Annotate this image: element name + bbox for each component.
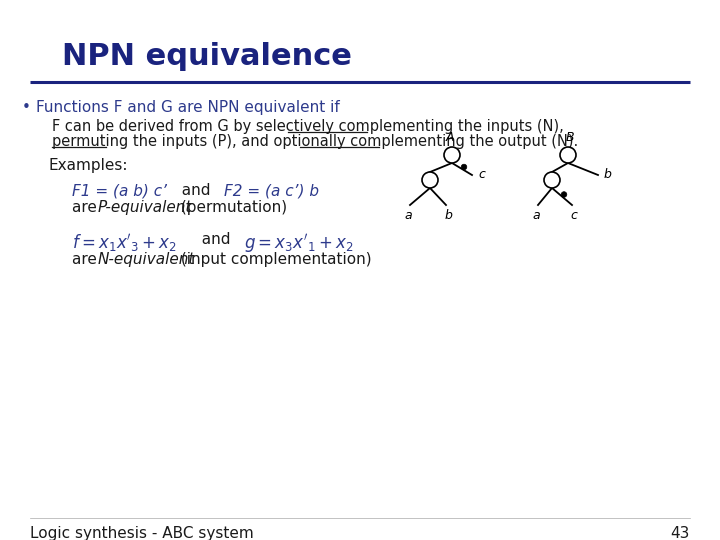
Text: permuting the inputs (P), and optionally complementing the output (N).: permuting the inputs (P), and optionally…	[52, 134, 578, 149]
Text: Logic synthesis - ABC system: Logic synthesis - ABC system	[30, 526, 253, 540]
Text: are: are	[72, 200, 102, 215]
Text: c: c	[570, 209, 577, 222]
Circle shape	[560, 147, 576, 163]
Text: (permutation): (permutation)	[176, 200, 287, 215]
Circle shape	[561, 192, 567, 197]
Circle shape	[544, 172, 560, 188]
Circle shape	[444, 147, 460, 163]
Text: F1 = (a b) c’: F1 = (a b) c’	[72, 183, 167, 198]
Text: a: a	[532, 209, 540, 222]
Text: B: B	[566, 131, 575, 144]
Text: (input complementation): (input complementation)	[176, 252, 372, 267]
Circle shape	[422, 172, 438, 188]
Circle shape	[462, 164, 467, 170]
Text: F can be derived from G by selectively complementing the inputs (N),: F can be derived from G by selectively c…	[52, 119, 564, 134]
Text: c: c	[478, 168, 485, 181]
Text: $g = x_3 x'_1 + x_2$: $g = x_3 x'_1 + x_2$	[244, 232, 354, 255]
Text: $f = x_1 x'_3 + x_2$: $f = x_1 x'_3 + x_2$	[72, 232, 177, 254]
Text: a: a	[404, 209, 412, 222]
Text: NPN equivalence: NPN equivalence	[62, 42, 352, 71]
Text: N-equivalent: N-equivalent	[98, 252, 195, 267]
Text: P-equivalent: P-equivalent	[98, 200, 192, 215]
Text: are: are	[72, 252, 102, 267]
Text: •: •	[22, 100, 31, 115]
Text: 43: 43	[670, 526, 690, 540]
Text: and: and	[192, 232, 240, 247]
Text: Functions F and G are NPN equivalent if: Functions F and G are NPN equivalent if	[36, 100, 340, 115]
Text: Examples:: Examples:	[48, 158, 127, 173]
Text: b: b	[444, 209, 452, 222]
Text: A: A	[446, 131, 454, 144]
Text: b: b	[604, 168, 612, 181]
Text: F2 = (a c’) b: F2 = (a c’) b	[224, 183, 319, 198]
Text: and: and	[172, 183, 220, 198]
